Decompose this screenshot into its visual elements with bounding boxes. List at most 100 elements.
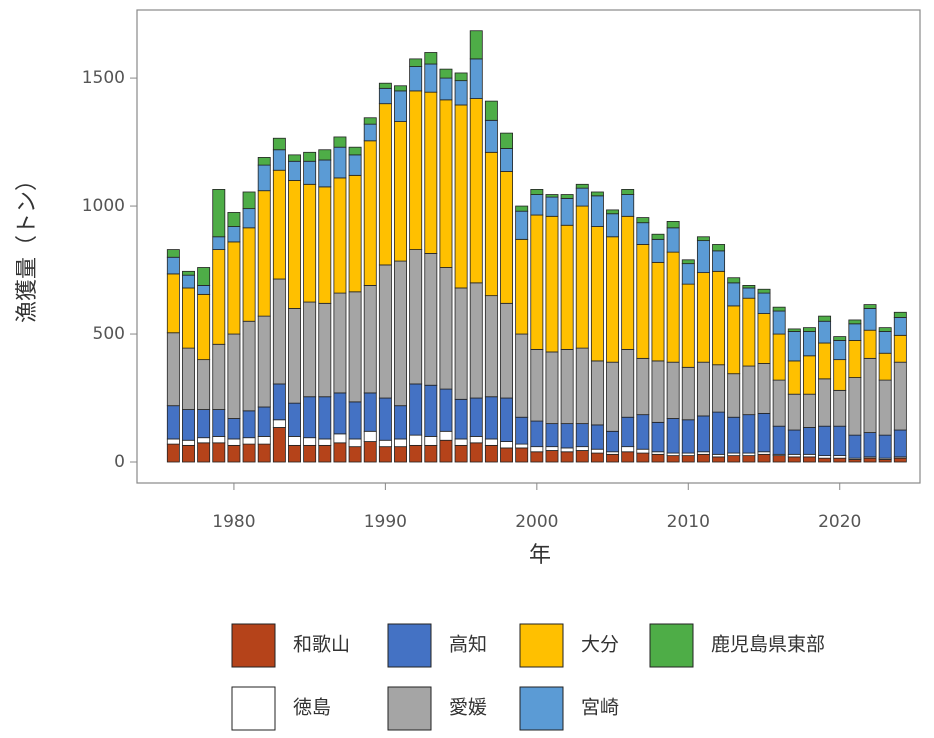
legend-label: 大分 [581, 634, 619, 656]
bar-segment [575, 446, 589, 451]
bar-segment [348, 174, 362, 293]
legend-swatch [387, 686, 432, 731]
bar-segment [863, 457, 877, 463]
bar-segment [666, 361, 680, 419]
bar-segment [757, 292, 771, 314]
bar-segment [348, 154, 362, 176]
bar-segment [772, 425, 786, 455]
plot-frame [136, 9, 921, 484]
bar-segment [575, 183, 589, 189]
bar-segment [500, 302, 513, 399]
bar-segment [394, 438, 407, 448]
bar-segment [621, 348, 635, 418]
bar-segment [893, 316, 907, 336]
bar-segment [621, 189, 635, 195]
bar-segment [484, 444, 498, 463]
bar-segment [484, 295, 498, 398]
bar-segment [378, 397, 392, 441]
bar-segment [515, 210, 529, 240]
bar-segment [848, 319, 862, 325]
bar-segment [394, 121, 407, 262]
bar-segment [772, 333, 786, 381]
bar-segment [636, 357, 650, 416]
x-tick-label: 1990 [364, 512, 407, 532]
bar-segment [439, 388, 453, 432]
bar-segment [409, 383, 423, 436]
bar-segment [469, 442, 483, 463]
bar-segment [621, 215, 635, 350]
bar-segment [424, 91, 438, 254]
x-tick-label: 1980 [212, 512, 255, 532]
legend-label: 宮崎 [581, 697, 619, 719]
bar-segment [848, 434, 862, 459]
bar-segment [409, 444, 423, 463]
bar-segment [212, 189, 226, 238]
bar-segment [348, 438, 362, 448]
bar-segment [515, 333, 529, 418]
bar-segment [727, 282, 741, 307]
bar-segment [833, 336, 847, 341]
x-axis-title: 年 [529, 543, 551, 568]
bar-segment [893, 311, 907, 318]
bar-segment [424, 52, 438, 65]
bar-segment [833, 389, 847, 427]
bar-segment [742, 287, 756, 299]
bar-segment [712, 250, 726, 272]
bar-segment [590, 452, 604, 463]
y-tick-label: 0 [114, 452, 125, 472]
bar-segment [802, 427, 816, 455]
bar-segment [681, 263, 695, 285]
bar-segment [606, 361, 620, 432]
bar-segment [833, 359, 847, 391]
legend-label: 愛媛 [449, 697, 487, 719]
bar-segment [560, 194, 574, 199]
bar-segment [727, 305, 741, 375]
bar-segment [606, 209, 620, 215]
bar-segment [272, 278, 286, 385]
bar-segment [182, 439, 195, 446]
bar-segment [363, 392, 377, 432]
bar-segment [848, 377, 862, 436]
bar-segment [348, 146, 362, 156]
bar-segment [818, 315, 832, 322]
bar-segment [333, 136, 347, 148]
bar-segment [863, 432, 877, 458]
bar-segment [212, 442, 226, 463]
legend-swatch [387, 623, 432, 668]
bar-segment [802, 393, 816, 428]
bar-segment [257, 443, 271, 463]
legend-label: 鹿児島県東部 [711, 634, 825, 656]
bar-segment [212, 236, 226, 250]
bar-segment [863, 308, 877, 331]
bar-segment [590, 226, 604, 362]
bar-segment [484, 100, 498, 121]
bar-segment [757, 412, 771, 453]
bar-segment [863, 304, 877, 309]
x-tick-label: 2020 [818, 512, 861, 532]
bar-segment [394, 405, 407, 440]
bar-segment [363, 441, 377, 463]
bar-segment [863, 357, 877, 433]
bar-segment [500, 132, 513, 149]
bar-segment [333, 433, 347, 444]
bar-segment [818, 342, 832, 380]
bar-segment [439, 68, 453, 79]
bar-segment [257, 315, 271, 408]
bar-segment [318, 444, 332, 463]
legend-swatch [519, 686, 564, 731]
bar-segment [500, 148, 513, 172]
bar-segment [590, 448, 604, 454]
bar-segment [545, 423, 559, 448]
bar-segment [363, 117, 377, 125]
bar-segment [272, 137, 286, 151]
bar-segment [227, 212, 241, 227]
bar-segment [878, 327, 892, 332]
bar-segment [424, 444, 438, 463]
bar-segment [333, 146, 347, 179]
bar-segment [621, 446, 635, 453]
bar-segment [802, 327, 816, 332]
bar-segment [424, 253, 438, 386]
bar-segment [212, 436, 226, 444]
bar-segment [712, 456, 726, 463]
